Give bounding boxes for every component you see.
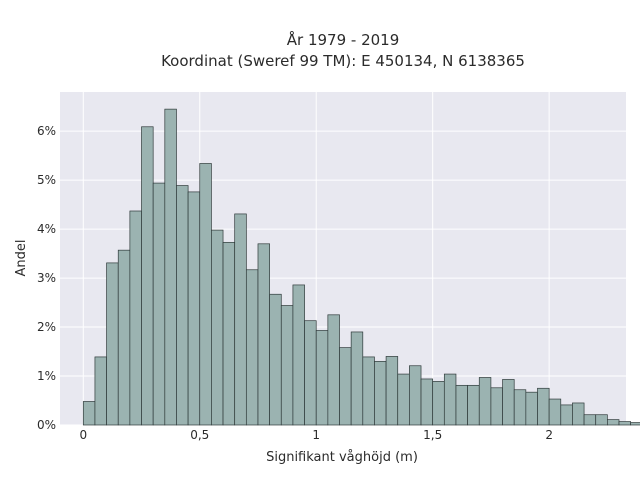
histogram-bar xyxy=(94,356,107,426)
y-tick-label: 5% xyxy=(37,173,56,187)
histogram-bar xyxy=(187,191,201,426)
histogram-bar xyxy=(548,398,562,426)
histogram-bar xyxy=(572,402,585,426)
y-tick-label: 0% xyxy=(37,418,56,432)
histogram-bars xyxy=(82,108,640,426)
histogram-bar xyxy=(432,381,445,426)
histogram-bar xyxy=(211,229,224,426)
histogram-bar xyxy=(362,356,375,426)
y-axis-ticks: 0% 1% 2% 3% 4% 5% 6% xyxy=(37,124,56,432)
chart-title: År 1979 - 2019 xyxy=(287,30,400,49)
histogram-bar xyxy=(327,314,340,426)
histogram-bar xyxy=(385,356,399,426)
histogram-bar xyxy=(245,269,259,426)
histogram-bar xyxy=(257,243,270,426)
histogram-bar xyxy=(280,305,294,426)
histogram-bar xyxy=(315,330,329,426)
y-tick-label: 3% xyxy=(37,271,56,285)
histogram-bar xyxy=(82,401,96,426)
x-tick-label: 0 xyxy=(79,428,87,442)
histogram-bar xyxy=(129,210,142,426)
histogram-bar xyxy=(292,284,305,426)
histogram-bar xyxy=(455,384,468,426)
histogram-bar xyxy=(478,377,492,426)
histogram-bar xyxy=(618,421,632,426)
y-tick-label: 6% xyxy=(37,124,56,138)
histogram-bar xyxy=(176,185,189,426)
histogram-bar xyxy=(490,387,503,426)
histogram-bar xyxy=(537,387,550,426)
histogram-bar xyxy=(152,182,166,426)
histogram-bar xyxy=(374,360,387,426)
x-tick-label: 1,5 xyxy=(423,428,442,442)
x-tick-label: 2 xyxy=(545,428,553,442)
x-axis-ticks: 0 0,5 1 1,5 2 xyxy=(79,428,552,442)
histogram-bar xyxy=(607,419,620,426)
histogram-bar xyxy=(525,391,538,426)
histogram-bar xyxy=(222,241,236,426)
histogram-bar xyxy=(234,213,247,426)
histogram-bar xyxy=(397,373,410,426)
histogram-bar xyxy=(560,404,573,426)
histogram-bar xyxy=(513,389,527,426)
histogram-bar xyxy=(502,379,515,426)
histogram-bar xyxy=(164,108,177,426)
histogram-bar xyxy=(409,365,422,426)
histogram-bar xyxy=(420,378,434,426)
histogram-bar xyxy=(106,262,119,426)
histogram-bar xyxy=(583,414,597,426)
histogram-bar xyxy=(443,373,457,426)
y-tick-label: 2% xyxy=(37,320,56,334)
histogram-bar xyxy=(630,422,640,426)
histogram-bar xyxy=(117,249,131,426)
y-tick-label: 4% xyxy=(37,222,56,236)
chart-subtitle: Koordinat (Sweref 99 TM): E 450134, N 61… xyxy=(161,52,525,70)
histogram-bar xyxy=(141,126,154,426)
x-axis-label: Signifikant våghöjd (m) xyxy=(266,450,418,465)
histogram-bar xyxy=(467,384,480,426)
histogram-bar xyxy=(350,331,364,426)
x-tick-label: 0,5 xyxy=(190,428,209,442)
histogram-bar xyxy=(304,320,317,426)
x-tick-label: 1 xyxy=(312,428,320,442)
histogram-bar xyxy=(269,293,282,426)
histogram-bar xyxy=(595,414,608,426)
y-axis-label: Andel xyxy=(14,240,29,277)
y-tick-label: 1% xyxy=(37,369,56,383)
histogram-bar xyxy=(339,347,352,426)
histogram-bar xyxy=(199,163,212,426)
